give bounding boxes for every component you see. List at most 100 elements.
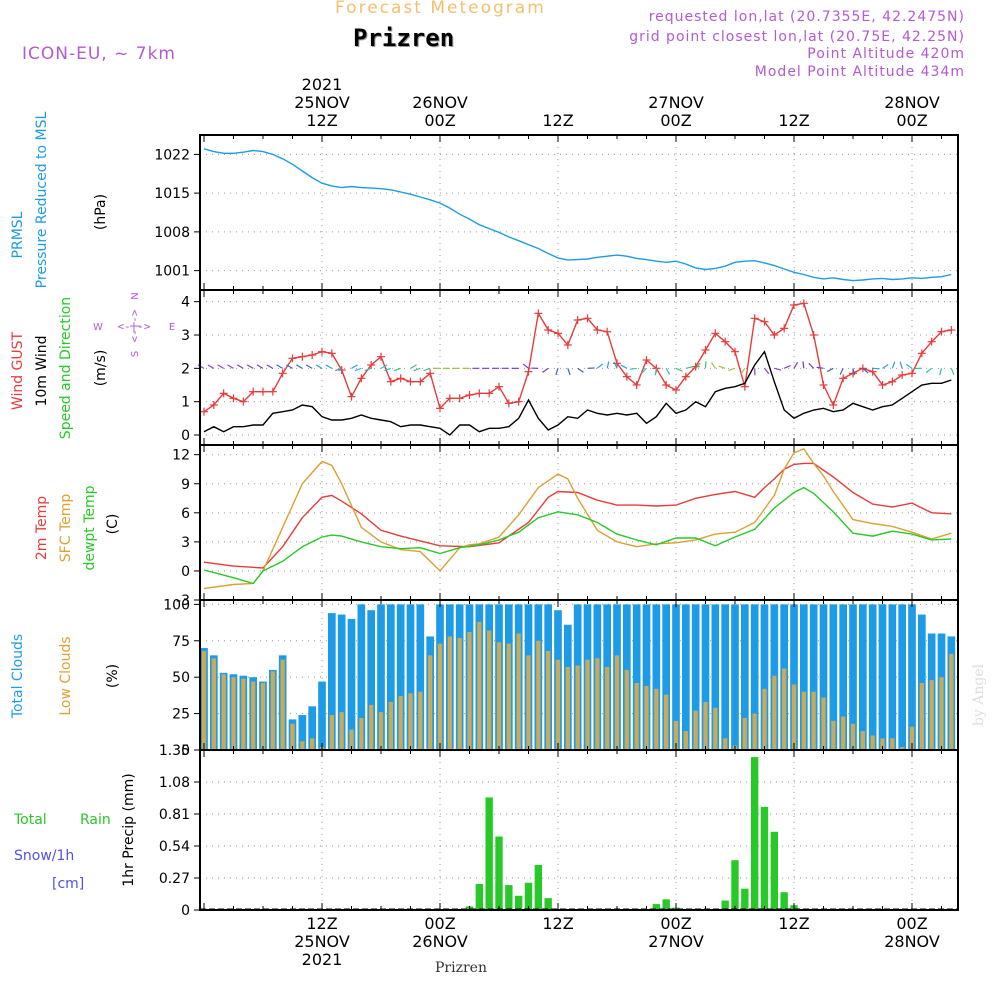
- wind-direction-arrow: [710, 362, 716, 369]
- low-clouds-bar: [624, 669, 629, 750]
- y-tick-label: 0.54: [159, 839, 190, 855]
- total-clouds-bar: [917, 614, 926, 750]
- total-clouds-bar: [632, 604, 641, 750]
- total-clouds-bar: [396, 604, 405, 750]
- total-clouds-bar: [681, 604, 690, 750]
- wind-direction-arrow: [596, 363, 604, 369]
- total-clouds-bar: [878, 604, 887, 750]
- y-tick-label: 3: [181, 328, 190, 344]
- low-clouds-bar: [378, 712, 384, 750]
- total-clouds-bar: [406, 604, 415, 750]
- total-clouds-bar: [357, 604, 366, 750]
- wind-direction-arrow: [718, 365, 726, 369]
- y-tick-label: 50: [172, 670, 190, 686]
- sfctemp-label: SFC Temp: [58, 494, 74, 563]
- wind-direction-arrow: [567, 368, 571, 376]
- total-clouds-bar: [652, 604, 661, 750]
- time-label-top: 12Z: [542, 111, 573, 130]
- wind-direction-arrow: [783, 365, 791, 369]
- low-clouds-bar: [664, 694, 669, 750]
- total-clouds-bar: [858, 604, 867, 750]
- low-clouds-bar: [929, 680, 934, 750]
- time-label-top: 00Z: [896, 111, 927, 130]
- wind-direction-arrow: [695, 362, 701, 369]
- wind-direction-arrow: [410, 364, 417, 369]
- wind-direction-arrow: [236, 364, 244, 369]
- wind-direction-arrow: [305, 364, 313, 369]
- low-clouds-bar: [418, 691, 423, 750]
- wind-direction-arrow: [764, 367, 770, 375]
- time-label-top: 12Z: [778, 111, 809, 130]
- wind-direction-arrow: [364, 367, 372, 372]
- y-tick-label: 9: [181, 477, 190, 493]
- wind-direction-arrow: [384, 367, 392, 372]
- low-clouds-bar: [516, 633, 521, 750]
- dewpt-label: dewpt Temp: [82, 485, 98, 570]
- rain-bar: [514, 895, 523, 910]
- low-clouds-bar: [329, 715, 334, 750]
- total-clouds-bar: [799, 604, 808, 750]
- rain-bar: [544, 898, 552, 910]
- wind-direction-arrow: [334, 367, 342, 372]
- wind-direction-arrow: [839, 368, 844, 375]
- y-tick-label: 1015: [154, 186, 190, 202]
- low-clouds-label: Low Clouds: [58, 636, 74, 715]
- low-clouds-bar: [339, 712, 344, 750]
- wind-direction-arrow: [862, 367, 869, 374]
- pressure-line: [203, 148, 952, 282]
- time-label-top: 12Z: [306, 111, 337, 130]
- data-layer: [197, 148, 958, 910]
- total-clouds-bar: [829, 604, 838, 750]
- y-tick-label: 0.81: [159, 807, 190, 823]
- sfctemp-line: [203, 448, 952, 590]
- wind-direction-arrow: [315, 364, 323, 369]
- rain-bar: [485, 797, 493, 910]
- wind10-label: 10m Wind: [34, 335, 50, 406]
- time-label-bottom: 26NOV: [412, 932, 468, 951]
- low-clouds-bar: [428, 655, 433, 750]
- low-clouds-bar: [900, 747, 905, 750]
- wind-direction-arrow: [227, 364, 234, 369]
- time-label-bottom: 2021: [302, 950, 343, 969]
- wind-direction-arrow: [276, 364, 283, 369]
- total-clouds-bar: [327, 613, 336, 750]
- gust-label: Wind GUST: [10, 331, 26, 410]
- low-clouds-bar: [860, 731, 865, 750]
- y-tick-label: 12: [172, 448, 190, 464]
- rain-bar: [505, 885, 513, 910]
- total-clouds-bar: [750, 604, 759, 750]
- wind-direction-arrow: [629, 367, 637, 370]
- y-tick-label: 0: [181, 903, 190, 919]
- low-clouds-bar: [683, 731, 688, 750]
- y-tick-label: 25: [172, 707, 190, 723]
- wind-direction-arrow: [325, 364, 333, 369]
- precip-rain-label: Rain: [80, 812, 111, 828]
- total-clouds-bar: [898, 604, 907, 750]
- model-altitude: Model Point Altitude 434m: [754, 64, 965, 80]
- wind-direction-arrow: [665, 368, 671, 375]
- rain-bar: [770, 831, 779, 910]
- wind-direction-arrow: [826, 367, 834, 373]
- low-clouds-bar: [919, 683, 924, 750]
- rain-bar: [495, 836, 503, 910]
- compass-w: W: [93, 322, 103, 333]
- low-clouds-bar: [634, 683, 639, 750]
- point-altitude: Point Altitude 420m: [807, 46, 965, 62]
- low-clouds-bar: [673, 720, 679, 750]
- wind-direction-arrow: [899, 361, 903, 369]
- low-clouds-bar: [772, 675, 777, 750]
- low-clouds-bar: [211, 658, 216, 750]
- rain-bar: [652, 904, 661, 910]
- total-clouds-label: Total Clouds: [10, 634, 26, 719]
- low-clouds-bar: [880, 738, 885, 750]
- temp2m-label: 2m Temp: [34, 496, 50, 560]
- dewpt-line: [203, 486, 952, 585]
- low-clouds-bar: [349, 729, 354, 750]
- rain-bar: [741, 888, 749, 910]
- panel-frame: [199, 444, 959, 601]
- rain-bar: [721, 900, 729, 910]
- low-clouds-bar: [801, 691, 806, 750]
- clouds-unit: (%): [105, 664, 121, 688]
- low-clouds-bar: [201, 650, 207, 750]
